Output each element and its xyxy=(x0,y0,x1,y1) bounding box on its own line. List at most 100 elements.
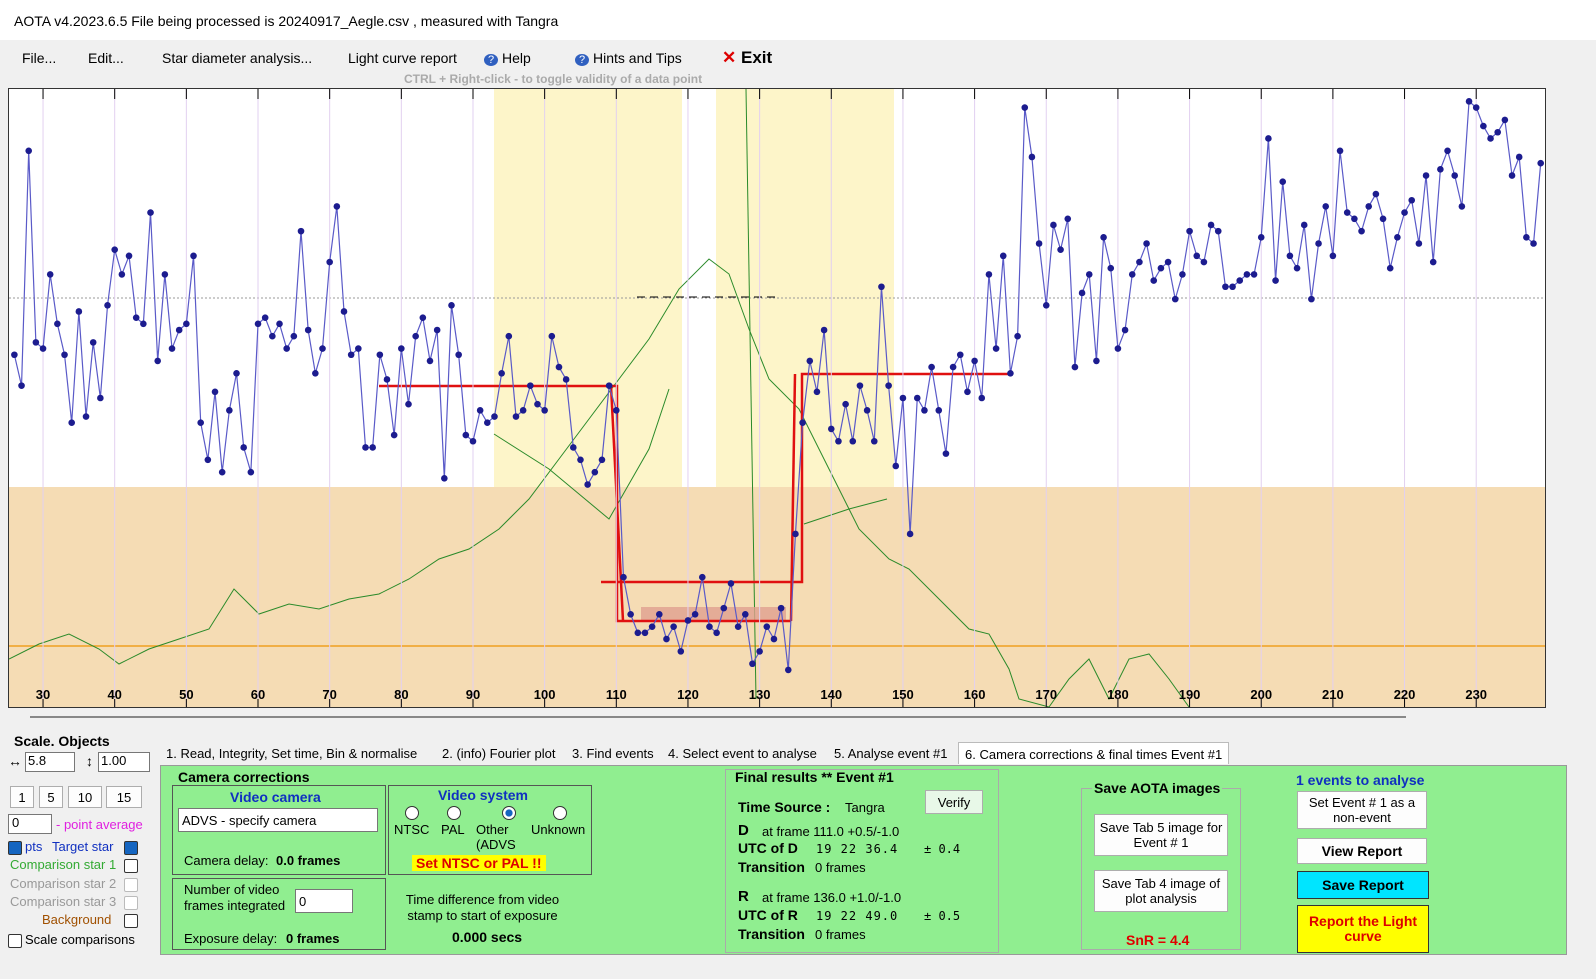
data-point xyxy=(892,462,900,470)
data-point xyxy=(89,339,97,346)
data-point xyxy=(1494,128,1502,136)
data-point xyxy=(448,302,455,309)
save-tab5-button[interactable]: Save Tab 5 image for Event # 1 xyxy=(1094,814,1228,856)
data-point xyxy=(1150,277,1158,284)
data-point xyxy=(1458,203,1466,210)
data-point xyxy=(627,611,634,618)
x-tick-label: 220 xyxy=(1394,687,1416,702)
data-point xyxy=(677,648,685,655)
data-point xyxy=(147,209,154,216)
tab[interactable]: 5. Analyse event #1 xyxy=(834,746,948,761)
utc-r-label: UTC of R xyxy=(738,907,798,923)
video-system-box xyxy=(388,785,592,875)
tab[interactable]: 2. (info) Fourier plot xyxy=(442,746,556,761)
noise-band xyxy=(9,487,1545,707)
x-tick-label: 210 xyxy=(1322,687,1344,702)
menu-hints[interactable]: ? Hints and Tips xyxy=(575,50,682,66)
scale-x[interactable]: 5.8 xyxy=(25,752,75,772)
object-check[interactable] xyxy=(124,876,141,892)
view-report-button[interactable]: View Report xyxy=(1297,838,1427,864)
data-point xyxy=(1071,363,1079,371)
light-curve-line xyxy=(13,100,1542,670)
scale-button[interactable]: 1 xyxy=(10,786,34,808)
data-point xyxy=(376,351,384,359)
data-point xyxy=(75,308,83,315)
tab[interactable]: 3. Find events xyxy=(572,746,654,761)
menu-edit[interactable]: Edit... xyxy=(88,50,124,66)
integrated-select[interactable]: 0 xyxy=(295,889,353,913)
save-tab4-button[interactable]: Save Tab 4 image of plot analysis xyxy=(1094,870,1228,912)
non-event-button[interactable]: Set Event # 1 as a non-event xyxy=(1297,791,1427,829)
data-point xyxy=(398,345,405,352)
data-point xyxy=(899,394,907,402)
x-tick-label: 100 xyxy=(534,687,556,702)
radio-selected[interactable] xyxy=(502,806,516,820)
radio[interactable] xyxy=(447,806,461,820)
radio[interactable] xyxy=(405,806,419,820)
object-check[interactable] xyxy=(124,912,141,928)
data-point xyxy=(512,413,520,420)
menu-exit[interactable]: ✕ Exit xyxy=(722,48,773,67)
data-point xyxy=(118,271,126,278)
data-point xyxy=(971,357,978,365)
object-label: Background xyxy=(42,912,112,927)
data-point xyxy=(340,308,348,315)
exposure-delay-label: Exposure delay: xyxy=(184,931,278,946)
green-vertical xyxy=(745,89,757,700)
data-point xyxy=(548,332,556,340)
data-point xyxy=(54,320,61,328)
object-check[interactable] xyxy=(124,894,141,910)
object-check[interactable] xyxy=(124,839,141,855)
scale-button[interactable]: 15 xyxy=(106,786,142,808)
data-point xyxy=(985,271,993,278)
scale-comparisons[interactable]: Scale comparisons xyxy=(8,932,135,948)
x-tick-label: 40 xyxy=(107,687,121,702)
scale-button[interactable]: 10 xyxy=(68,786,102,808)
tab[interactable]: 4. Select event to analyse xyxy=(668,746,817,761)
data-point xyxy=(46,271,54,278)
verify-button[interactable]: Verify xyxy=(925,790,983,814)
tab[interactable]: 1. Read, Integrity, Set time, Bin & norm… xyxy=(166,746,418,761)
object-check[interactable] xyxy=(124,857,141,873)
data-point xyxy=(620,573,627,581)
data-point xyxy=(1300,221,1308,229)
data-point xyxy=(913,394,921,402)
scrollbar[interactable] xyxy=(30,716,1406,718)
x-tick-label: 130 xyxy=(749,687,771,702)
radio[interactable] xyxy=(553,806,567,820)
x-tick-label: 180 xyxy=(1107,687,1129,702)
data-point xyxy=(1322,203,1330,210)
scale-y[interactable]: 1.00 xyxy=(98,752,150,772)
data-point xyxy=(441,475,448,482)
data-point xyxy=(842,400,849,408)
data-point xyxy=(1379,215,1387,223)
data-point xyxy=(806,357,814,365)
data-point xyxy=(741,611,749,618)
scale-button[interactable]: 5 xyxy=(39,786,63,808)
data-point xyxy=(1193,252,1201,260)
data-point xyxy=(319,345,326,352)
data-point xyxy=(498,369,505,377)
menu-exit-label: Exit xyxy=(740,48,773,67)
camera-title: Camera corrections xyxy=(178,769,310,785)
menu-file[interactable]: File... xyxy=(22,50,57,66)
average-select[interactable]: 0 xyxy=(8,814,52,834)
save-report-button[interactable]: Save Report xyxy=(1297,871,1429,899)
data-point xyxy=(1078,289,1086,297)
save-title: Save AOTA images xyxy=(1092,780,1223,796)
report-light-curve-button[interactable]: Report the Light curve xyxy=(1297,905,1429,953)
data-point xyxy=(312,369,319,377)
data-point xyxy=(68,419,76,427)
menu-help[interactable]: ? Help xyxy=(484,50,531,66)
data-point xyxy=(885,382,892,389)
data-point xyxy=(1293,264,1301,272)
data-point xyxy=(290,332,298,340)
menu-light-curve-report[interactable]: Light curve report xyxy=(348,50,457,66)
data-point xyxy=(1358,227,1365,235)
data-point xyxy=(476,407,484,414)
menu-star-diameter[interactable]: Star diameter analysis... xyxy=(162,50,313,66)
camera-select[interactable]: ADVS - specify camera xyxy=(178,808,378,832)
light-curve-plot[interactable]: 30 40 50 60 70 80 90 100 110 120 130 140 150 160 170 18… xyxy=(8,88,1546,708)
pts-check[interactable]: pts xyxy=(8,839,42,855)
tab-active[interactable]: 6. Camera corrections & final times Even… xyxy=(958,742,1230,764)
